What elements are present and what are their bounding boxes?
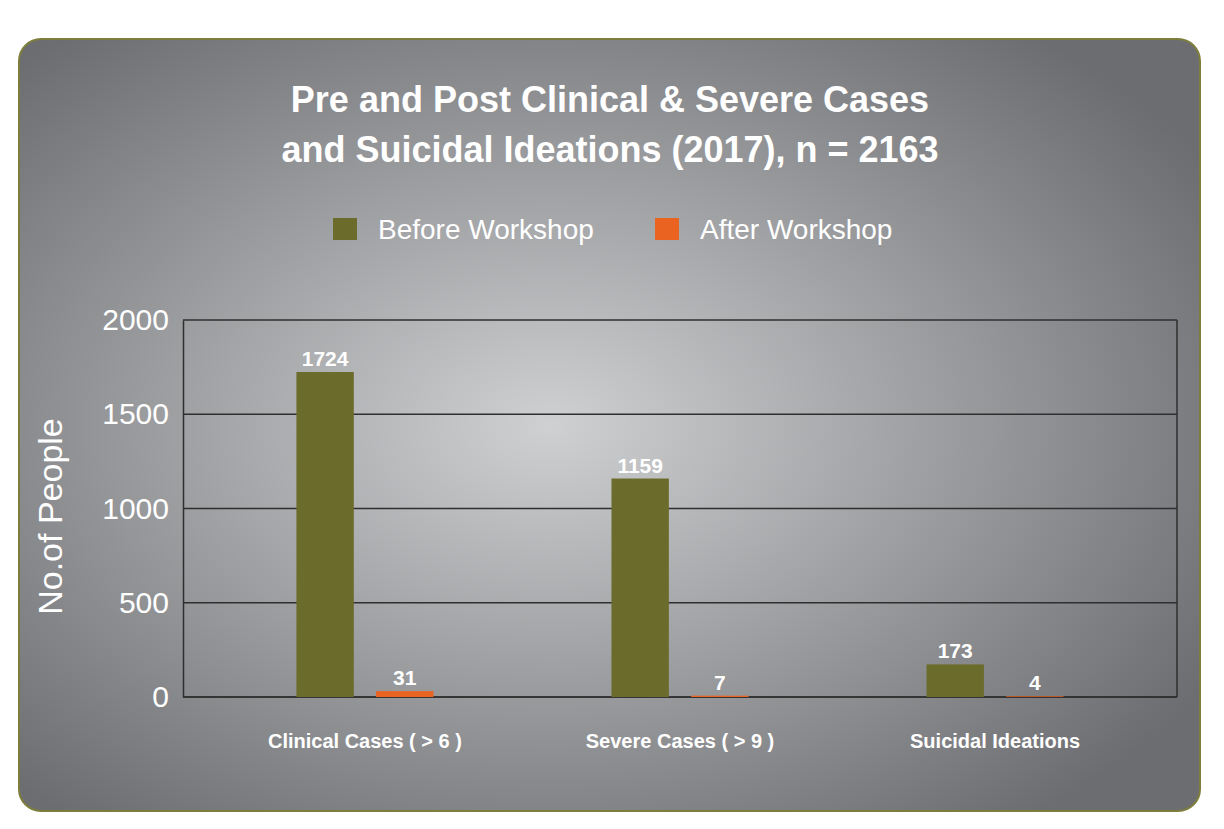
data-labels: 1724 1159 173 31 7 4 [302, 347, 1041, 694]
tick: 1000 [102, 492, 183, 525]
legend-item: Before Workshop [333, 214, 594, 245]
bars [296, 372, 1063, 697]
grid [183, 320, 1177, 697]
tick: 500 [119, 586, 183, 619]
title: Pre and Post Clinical & Severe Cases [291, 79, 929, 120]
data-label: 173 [938, 639, 973, 662]
tick-label: 1000 [102, 492, 169, 525]
tick-label: 500 [119, 586, 169, 619]
chart: Pre and Post Clinical & Severe Cases and … [0, 0, 1224, 829]
legend-swatch [655, 218, 679, 240]
category-label: Clinical Cases ( > 6 ) [268, 730, 462, 752]
bar [611, 479, 668, 697]
bar [691, 696, 748, 697]
bar [927, 664, 984, 697]
legend-swatch [333, 218, 357, 240]
data-label: 4 [1029, 671, 1041, 694]
bar [376, 691, 433, 697]
tick-label: 2000 [102, 303, 169, 336]
data-label: 1159 [617, 454, 663, 477]
grid-line [183, 319, 1177, 321]
tick: 1500 [102, 397, 183, 430]
legend-label: After Workshop [700, 214, 892, 245]
frame [1176, 320, 1178, 697]
category-label: Suicidal Ideations [910, 730, 1080, 752]
data-label: 7 [714, 671, 726, 694]
data-label: 1724 [302, 347, 349, 370]
title: and Suicidal Ideations (2017), n = 2163 [281, 129, 938, 170]
bar [296, 372, 353, 697]
tick-label: 1500 [102, 397, 169, 430]
panel [19, 39, 1200, 811]
tick-label: 0 [152, 680, 169, 713]
axis-line [183, 321, 185, 698]
data-label: 31 [393, 666, 417, 689]
tick: 0 [152, 680, 183, 713]
category-label: Severe Cases ( > 9 ) [586, 730, 774, 752]
legend-label: Before Workshop [378, 214, 594, 245]
y-axis: 0 500 1000 1500 2000 [102, 303, 183, 713]
y-axis-title: No.of People [31, 418, 69, 615]
tick: 2000 [102, 303, 183, 336]
legend-item: After Workshop [655, 214, 892, 245]
bar [1006, 696, 1063, 697]
